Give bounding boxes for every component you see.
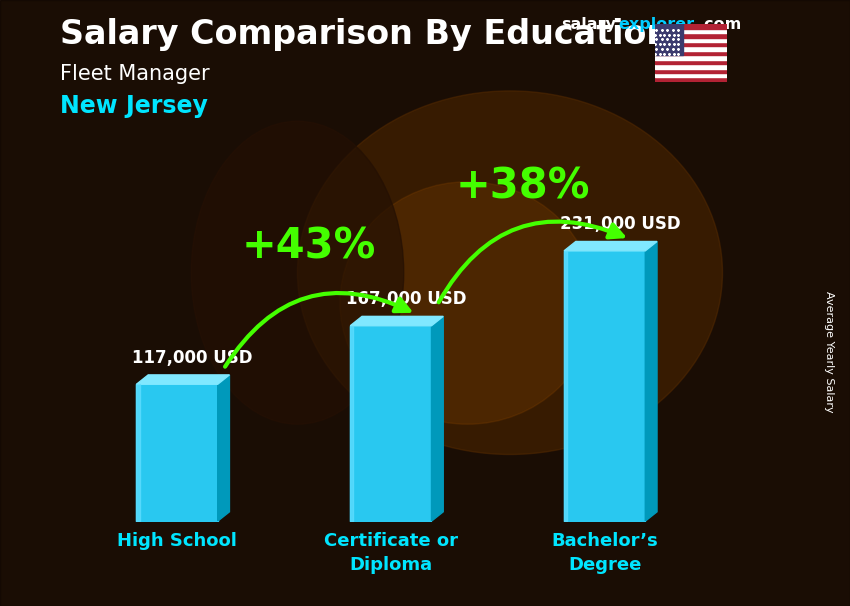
Bar [654, 47, 727, 51]
Polygon shape [218, 375, 230, 521]
Text: 117,000 USD: 117,000 USD [133, 348, 252, 367]
Text: +43%: +43% [242, 225, 377, 267]
Polygon shape [645, 241, 657, 521]
Text: New Jersey: New Jersey [60, 94, 207, 118]
Bar [654, 68, 727, 73]
Text: salary: salary [561, 17, 616, 32]
Bar [654, 38, 727, 42]
Bar [654, 64, 727, 68]
Polygon shape [564, 241, 657, 251]
Bar [654, 59, 727, 64]
Bar [654, 24, 683, 55]
Text: 231,000 USD: 231,000 USD [560, 215, 680, 233]
Bar [654, 42, 727, 47]
Text: Fleet Manager: Fleet Manager [60, 64, 209, 84]
Text: 167,000 USD: 167,000 USD [346, 290, 467, 308]
Bar [654, 78, 727, 82]
Polygon shape [137, 375, 230, 384]
Ellipse shape [298, 91, 722, 454]
Text: +38%: +38% [456, 165, 590, 207]
Bar [654, 55, 727, 59]
Text: Salary Comparison By Education: Salary Comparison By Education [60, 18, 670, 51]
Polygon shape [350, 316, 443, 326]
Text: .com: .com [699, 17, 742, 32]
Text: Average Yearly Salary: Average Yearly Salary [824, 291, 834, 412]
Polygon shape [432, 316, 443, 521]
Bar [654, 33, 727, 38]
Ellipse shape [191, 121, 404, 424]
Bar [654, 28, 727, 33]
Ellipse shape [340, 182, 595, 424]
Bar [654, 24, 727, 28]
Bar [654, 73, 727, 78]
Bar [654, 51, 727, 55]
Text: explorer: explorer [619, 17, 695, 32]
